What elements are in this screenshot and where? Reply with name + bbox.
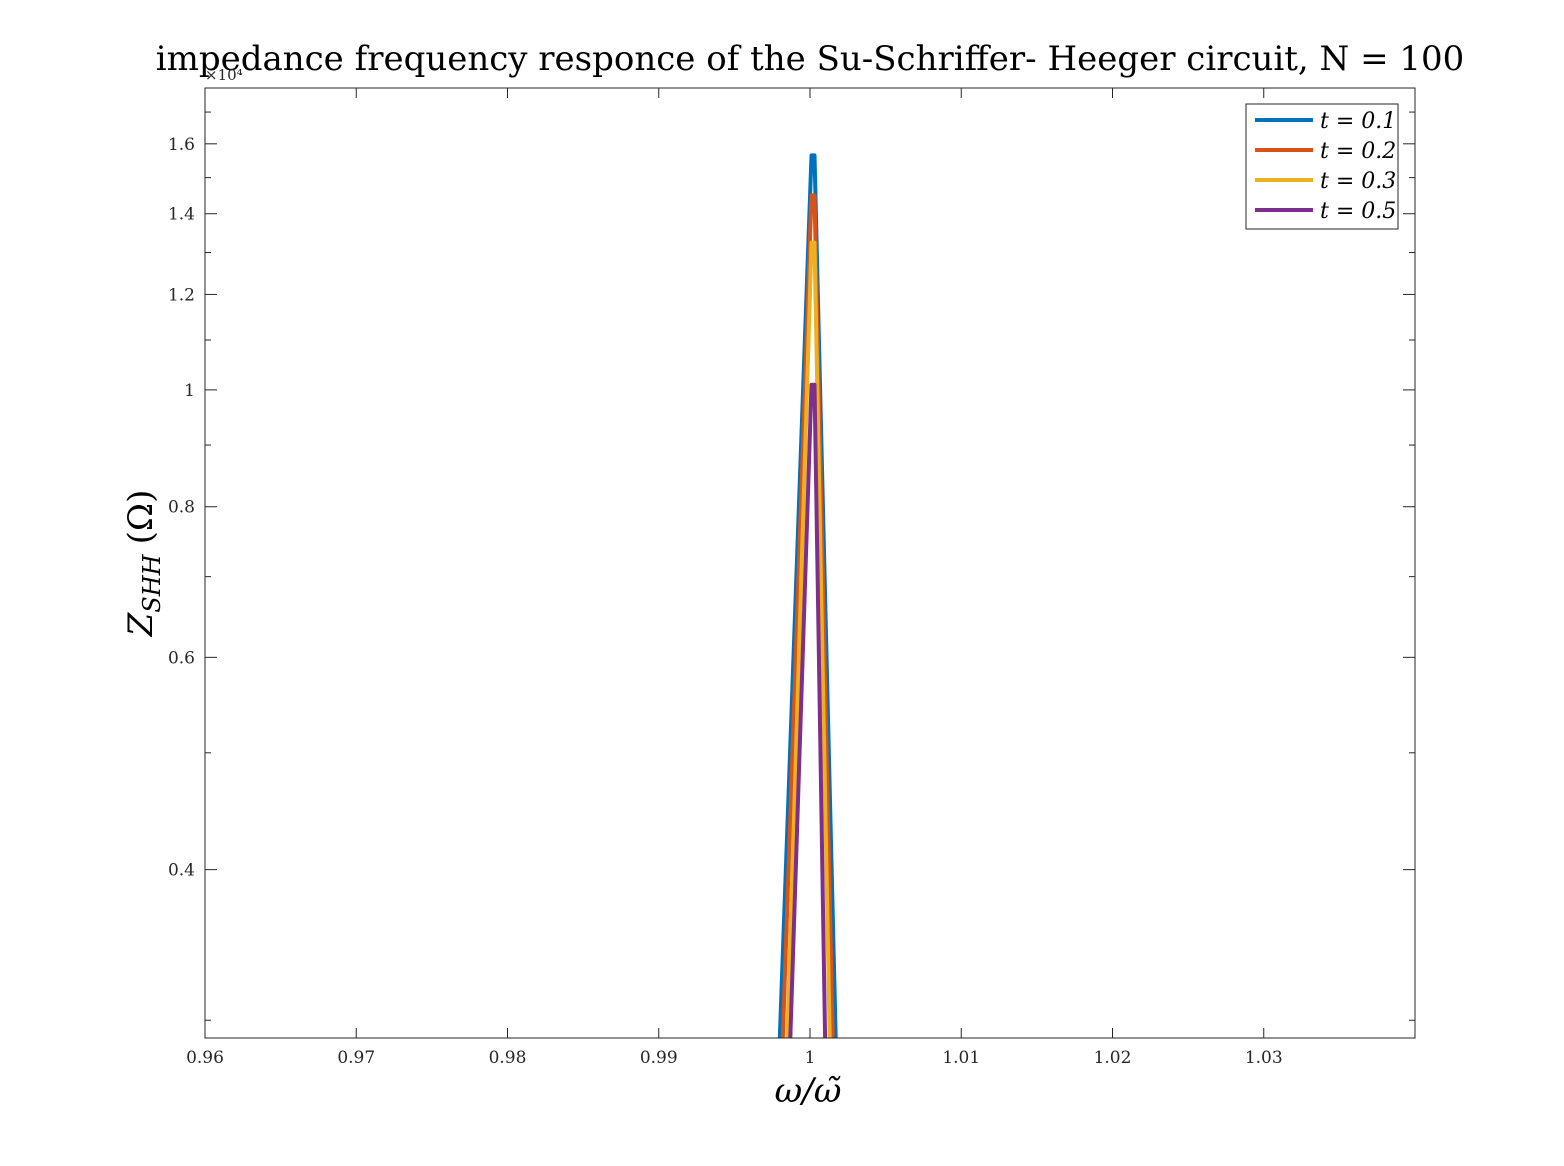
y-tick-label: 1.6 (168, 135, 195, 155)
chart-title: impedance frequency responce of the Su-S… (156, 39, 1465, 79)
legend: t = 0.1 t = 0.2 t = 0.3 t = 0.5 (1245, 103, 1399, 230)
series-line-3 (785, 240, 832, 1038)
x-tick-label: 1.01 (942, 1048, 980, 1068)
x-tick-label: 0.97 (337, 1048, 375, 1068)
plot-area: 0.96 0.97 0.98 0.99 1 1.01 1.02 1.03 0.4 0.6 0.8 1… (168, 87, 1416, 1068)
y-tick-label: 1 (184, 381, 195, 401)
y-axis-exponent: ×10⁴ (205, 66, 243, 84)
legend-label-1: t = 0.1 (1320, 109, 1396, 134)
series-line-4 (788, 382, 828, 1038)
x-tick-label: 0.99 (640, 1048, 678, 1068)
y-tick-label: 1.4 (168, 205, 195, 225)
y-tick-label: 0.6 (168, 648, 195, 668)
x-tick-label: 0.98 (489, 1048, 527, 1068)
legend-label-3: t = 0.3 (1320, 169, 1396, 194)
x-tick-label: 0.96 (186, 1048, 224, 1068)
legend-label-4: t = 0.5 (1320, 199, 1396, 224)
x-tick-label: 1.02 (1094, 1048, 1132, 1068)
y-tick-label: 1.2 (168, 285, 195, 305)
x-axis-ticks: 0.96 0.97 0.98 0.99 1 1.01 1.02 1.03 (186, 88, 1283, 1068)
x-tick-label: 1 (805, 1048, 816, 1068)
y-axis-ticks: 0.4 0.6 0.8 1 1.2 1.4 1.6 (168, 111, 1415, 1021)
x-axis-label: ω/ω̃ (775, 1071, 842, 1111)
y-axis-label-unit: (Ω) (121, 490, 161, 545)
y-axis-label: ZSHH (Ω) (121, 490, 166, 638)
series-layer (777, 153, 838, 1038)
y-axis-label-main: Z (121, 611, 161, 637)
y-tick-label: 0.8 (168, 498, 195, 518)
legend-entries: t = 0.1 t = 0.2 t = 0.3 t = 0.5 (1255, 109, 1396, 224)
y-tick-label: 0.4 (168, 861, 195, 881)
x-tick-label: 1.03 (1245, 1048, 1283, 1068)
y-axis-label-sub: SHH (138, 553, 166, 612)
legend-label-2: t = 0.2 (1320, 139, 1396, 164)
svg-text:ZSHH(Ω): ZSHH (Ω) (121, 490, 166, 638)
